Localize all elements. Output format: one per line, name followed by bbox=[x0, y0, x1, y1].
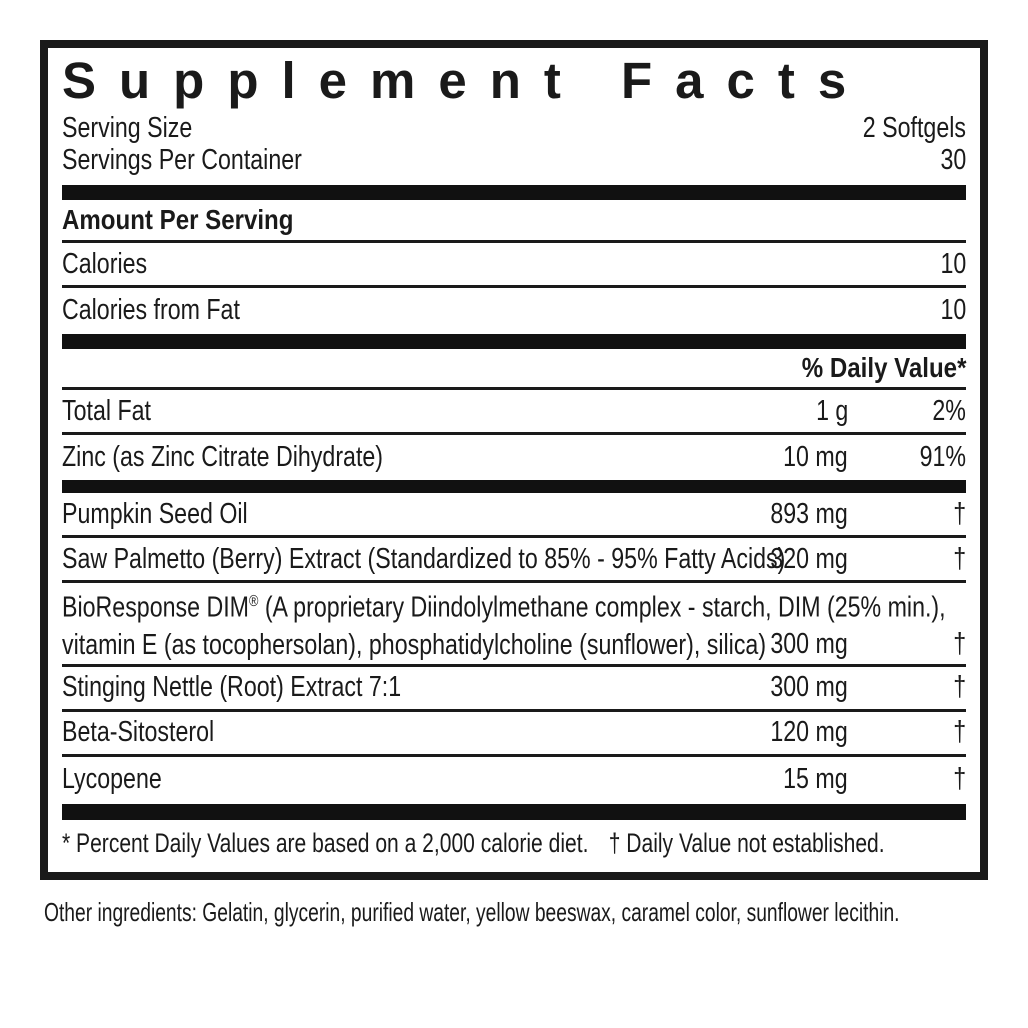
ingredient-amount: 15 mg bbox=[783, 762, 848, 795]
supplement-facts-panel: Supplement Facts Serving Size 2 Softgels… bbox=[40, 40, 988, 880]
servings-per-container-label: Servings Per Container bbox=[62, 144, 302, 176]
daily-value-heading: % Daily Value* bbox=[801, 352, 966, 383]
ingredient-name: BioResponse DIM® (A proprietary Diindoly… bbox=[62, 583, 946, 664]
nutrient-amount: 1 g bbox=[815, 394, 848, 427]
calories-label: Calories bbox=[62, 247, 148, 280]
nutrient-daily-value: 2% bbox=[932, 394, 966, 427]
ingredient-row-stinging-nettle: Stinging Nettle (Root) Extract 7:1 300 m… bbox=[62, 667, 966, 712]
ingredient-daily-value: † bbox=[953, 671, 966, 704]
daily-value-not-established-footnote: † Daily Value not established. bbox=[608, 827, 885, 858]
ingredient-name-line-1: BioResponse DIM® (A proprietary Diindoly… bbox=[62, 591, 946, 624]
footnote-text: * Percent Daily Values are based on a 2,… bbox=[62, 820, 885, 866]
calories-from-fat-value: 10 bbox=[940, 294, 966, 326]
thick-divider-bar bbox=[62, 334, 966, 349]
calories-from-fat-row: Calories from Fat 10 bbox=[62, 288, 966, 333]
ingredient-name-line-2: vitamin E (as tocophersolan), phosphatid… bbox=[62, 628, 767, 661]
nutrient-amount: 10 mg bbox=[783, 441, 848, 473]
calories-value: 10 bbox=[940, 247, 966, 280]
ingredient-amount: 300 mg bbox=[770, 671, 848, 704]
other-ingredients-row: Other ingredients: Gelatin, glycerin, pu… bbox=[44, 896, 988, 928]
thick-divider-bar bbox=[62, 803, 966, 820]
nutrient-daily-value: 91% bbox=[919, 441, 966, 473]
nutrient-row-zinc: Zinc (as Zinc Citrate Dihydrate) 10 mg 9… bbox=[62, 435, 966, 480]
ingredient-daily-value: † bbox=[953, 762, 966, 795]
serving-size-value: 2 Softgels bbox=[862, 112, 966, 144]
percent-daily-value-footnote: * Percent Daily Values are based on a 2,… bbox=[62, 827, 589, 858]
calories-row: Calories 10 bbox=[62, 243, 966, 288]
supplement-label-page: Supplement Facts Serving Size 2 Softgels… bbox=[40, 40, 988, 928]
ingredient-daily-value: † bbox=[953, 716, 966, 749]
ingredient-amount: 120 mg bbox=[770, 716, 848, 749]
ingredient-name: Stinging Nettle (Root) Extract 7:1 bbox=[62, 671, 402, 704]
calories-from-fat-label: Calories from Fat bbox=[62, 294, 240, 326]
other-ingredients-text: Other ingredients: Gelatin, glycerin, pu… bbox=[44, 896, 900, 927]
servings-per-container-value: 30 bbox=[940, 144, 966, 176]
nutrient-name: Total Fat bbox=[62, 394, 151, 427]
nutrient-row-total-fat: Total Fat 1 g 2% bbox=[62, 390, 966, 435]
ingredient-name: Beta-Sitosterol bbox=[62, 716, 215, 749]
amount-per-serving-heading-row: Amount Per Serving bbox=[62, 200, 966, 243]
servings-per-container-row: Servings Per Container 30 bbox=[62, 144, 966, 176]
ingredient-name: Pumpkin Seed Oil bbox=[62, 497, 248, 530]
thick-divider-bar bbox=[62, 480, 966, 493]
supplement-facts-title: Supplement Facts bbox=[62, 52, 870, 109]
ingredient-row-saw-palmetto: Saw Palmetto (Berry) Extract (Standardiz… bbox=[62, 538, 966, 583]
ingredient-row-beta-sitosterol: Beta-Sitosterol 120 mg † bbox=[62, 712, 966, 757]
serving-size-row: Serving Size 2 Softgels bbox=[62, 112, 966, 144]
daily-value-heading-row: % Daily Value* bbox=[62, 349, 966, 390]
ingredient-name: Lycopene bbox=[62, 762, 162, 795]
ingredient-row-lycopene: Lycopene 15 mg † bbox=[62, 757, 966, 802]
footnote-row: * Percent Daily Values are based on a 2,… bbox=[62, 820, 966, 866]
nutrient-name: Zinc (as Zinc Citrate Dihydrate) bbox=[62, 441, 384, 473]
amount-per-serving-heading: Amount Per Serving bbox=[62, 204, 294, 235]
ingredient-daily-value: † bbox=[953, 542, 966, 575]
ingredient-amount: 320 mg bbox=[770, 542, 848, 575]
registered-trademark-symbol: ® bbox=[248, 593, 259, 610]
ingredient-daily-value: † bbox=[953, 497, 966, 530]
ingredient-daily-value: † bbox=[953, 627, 966, 660]
ingredient-name: Saw Palmetto (Berry) Extract (Standardiz… bbox=[62, 542, 786, 575]
serving-size-label: Serving Size bbox=[62, 112, 193, 144]
ingredient-amount: 893 mg bbox=[770, 497, 848, 530]
ingredient-row-pumpkin-seed-oil: Pumpkin Seed Oil 893 mg † bbox=[62, 493, 966, 538]
ingredient-row-bioresponse-dim: BioResponse DIM® (A proprietary Diindoly… bbox=[62, 583, 966, 667]
ingredient-amount: 300 mg bbox=[770, 627, 848, 660]
thick-divider-bar bbox=[62, 185, 966, 200]
